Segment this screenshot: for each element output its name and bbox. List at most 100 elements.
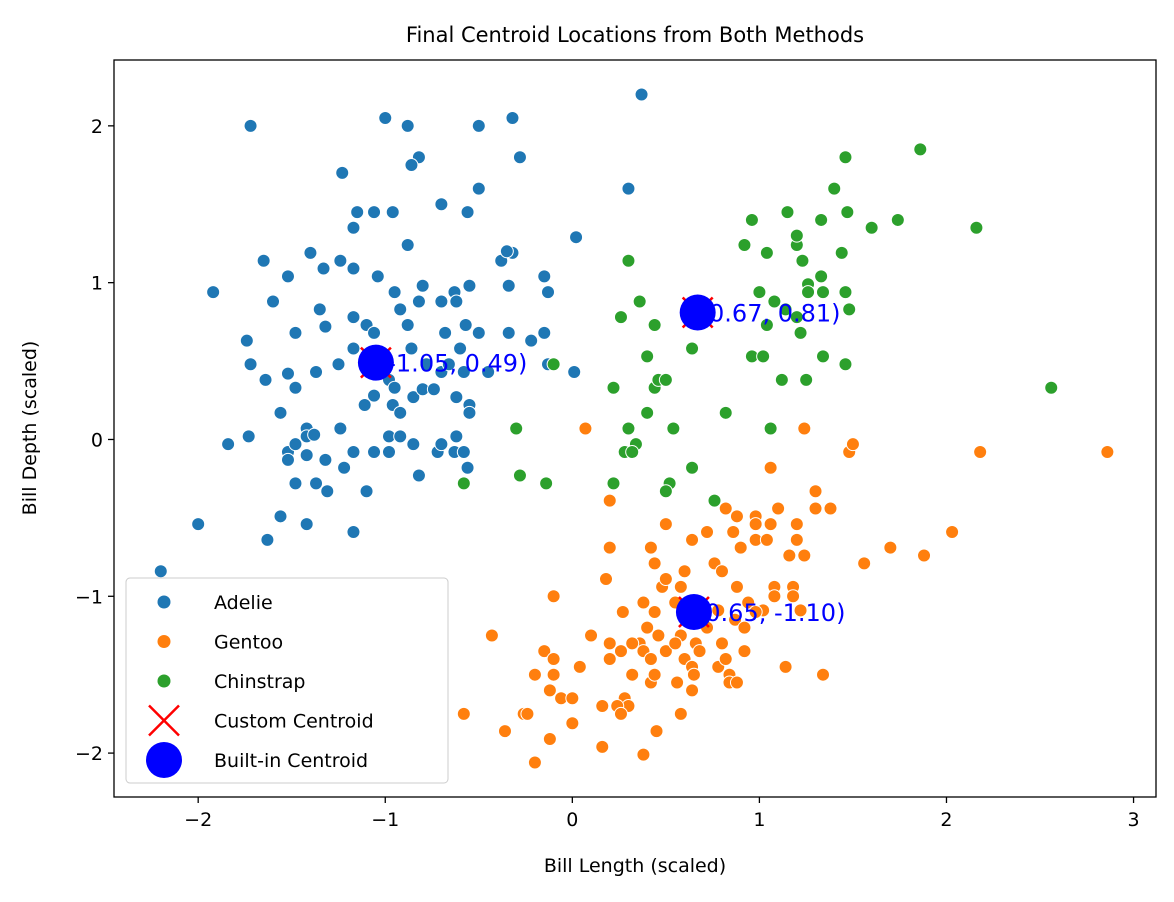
data-point-gentoo: [527, 667, 542, 682]
data-point-adelie: [501, 325, 516, 340]
data-point-gentoo: [651, 628, 666, 643]
data-point-adelie: [456, 445, 471, 460]
data-point-adelie: [449, 390, 464, 405]
data-point-chinstrap: [621, 421, 636, 436]
data-point-adelie: [288, 476, 303, 491]
data-point-gentoo: [700, 524, 715, 539]
data-point-gentoo: [484, 628, 499, 643]
data-point-adelie: [333, 253, 348, 268]
data-point-chinstrap: [890, 212, 905, 227]
x-tick-label: −2: [184, 809, 212, 831]
data-point-gentoo: [771, 501, 786, 516]
data-point-gentoo: [686, 667, 701, 682]
data-point-chinstrap: [546, 357, 561, 372]
data-point-gentoo: [677, 564, 692, 579]
data-point-adelie: [280, 452, 295, 467]
legend-label: Adelie: [214, 592, 273, 614]
y-tick-label: 2: [91, 116, 103, 138]
data-point-gentoo: [640, 620, 655, 635]
data-point-adelie: [239, 333, 254, 348]
data-point-gentoo: [797, 421, 812, 436]
data-point-adelie: [266, 294, 281, 309]
data-point-gentoo: [729, 509, 744, 524]
data-point-chinstrap: [763, 421, 778, 436]
data-point-gentoo: [945, 524, 960, 539]
data-point-adelie: [378, 111, 393, 126]
x-tick-label: 3: [1128, 809, 1140, 831]
data-point-gentoo: [602, 636, 617, 651]
data-point-adelie: [404, 158, 419, 173]
data-point-adelie: [426, 382, 441, 397]
data-point-gentoo: [615, 604, 630, 619]
data-point-gentoo: [883, 540, 898, 555]
data-point-gentoo: [845, 437, 860, 452]
y-axis-label: Bill Depth (scaled): [19, 341, 41, 516]
data-point-gentoo: [546, 589, 561, 604]
data-point-chinstrap: [834, 245, 849, 260]
data-point-gentoo: [808, 484, 823, 499]
data-point-adelie: [462, 278, 477, 293]
data-point-chinstrap: [685, 460, 700, 475]
data-point-adelie: [462, 405, 477, 420]
data-point-chinstrap: [707, 493, 722, 508]
centroid-annotation: (0.65, -1.10): [696, 599, 846, 627]
data-point-gentoo: [565, 691, 580, 706]
data-point-chinstrap: [778, 302, 793, 317]
data-point-adelie: [333, 421, 348, 436]
data-point-gentoo: [714, 564, 729, 579]
data-point-gentoo: [823, 501, 838, 516]
data-point-adelie: [280, 366, 295, 381]
legend-marker: [148, 704, 180, 737]
data-point-gentoo: [737, 644, 752, 659]
data-point-adelie: [273, 405, 288, 420]
y-tick-label: −1: [75, 586, 103, 608]
data-point-gentoo: [613, 706, 628, 721]
data-point-chinstrap: [838, 285, 853, 300]
data-point-adelie: [415, 278, 430, 293]
data-point-gentoo: [542, 683, 557, 698]
centroid-annotation: (-1.05, 0.49): [378, 350, 528, 378]
data-point-adelie: [288, 380, 303, 395]
legend-marker: [157, 674, 171, 688]
data-point-adelie: [331, 357, 346, 372]
data-point-adelie: [406, 390, 421, 405]
data-point-adelie: [460, 205, 475, 220]
data-point-adelie: [404, 341, 419, 356]
plot-frame: [113, 59, 1157, 798]
data-point-chinstrap: [789, 310, 804, 325]
data-point-gentoo: [685, 683, 700, 698]
data-point-chinstrap: [774, 372, 789, 387]
legend-marker: [157, 635, 171, 648]
data-point-gentoo: [670, 675, 685, 690]
data-point-gentoo: [789, 517, 804, 532]
data-point-chinstrap: [767, 294, 782, 309]
data-point-adelie: [346, 261, 361, 276]
data-point-adelie: [280, 269, 295, 284]
x-tick-label: −1: [371, 809, 399, 831]
x-tick-label: 0: [566, 809, 578, 831]
data-point-chinstrap: [838, 357, 853, 372]
data-point-chinstrap: [814, 269, 829, 284]
data-point-adelie: [393, 429, 408, 444]
data-point-gentoo: [816, 667, 831, 682]
legend-label: Custom Centroid: [214, 711, 374, 733]
data-point-adelie: [449, 294, 464, 309]
y-tick-label: 0: [91, 429, 103, 451]
chart-title: Final Centroid Locations from Both Metho…: [406, 23, 864, 47]
data-point-gentoo: [973, 445, 988, 460]
data-point-gentoo: [673, 579, 688, 594]
data-point-chinstrap: [539, 476, 554, 491]
data-point-gentoo: [636, 747, 651, 762]
data-point-gentoo: [782, 548, 797, 563]
data-point-gentoo: [763, 460, 778, 475]
data-point-adelie: [243, 118, 258, 133]
data-point-adelie: [541, 285, 556, 300]
data-point-chinstrap: [827, 181, 842, 196]
data-point-adelie: [367, 445, 382, 460]
series-gentoo: [456, 421, 1115, 770]
data-point-gentoo: [647, 667, 662, 682]
data-point-gentoo: [685, 532, 700, 547]
data-point-gentoo: [527, 755, 542, 770]
data-point-adelie: [505, 111, 520, 126]
